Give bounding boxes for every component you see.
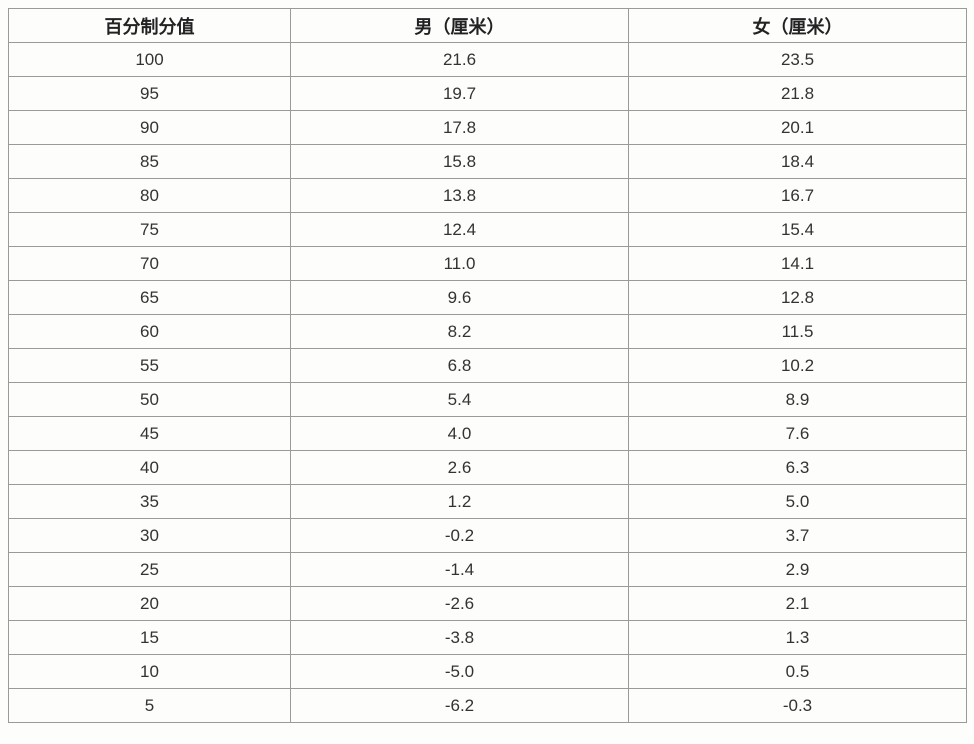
table-cell: 5.4 <box>291 383 629 417</box>
table-cell: 45 <box>9 417 291 451</box>
table-cell: -1.4 <box>291 553 629 587</box>
table-row: 556.810.2 <box>9 349 967 383</box>
table-cell: 55 <box>9 349 291 383</box>
table-row: 20-2.62.1 <box>9 587 967 621</box>
table-cell: 35 <box>9 485 291 519</box>
table-cell: 23.5 <box>629 43 967 77</box>
table-row: 5-6.2-0.3 <box>9 689 967 723</box>
table-row: 7011.014.1 <box>9 247 967 281</box>
table-cell: 20.1 <box>629 111 967 145</box>
table-cell: 2.6 <box>291 451 629 485</box>
table-row: 10-5.00.5 <box>9 655 967 689</box>
table-row: 25-1.42.9 <box>9 553 967 587</box>
table-cell: 70 <box>9 247 291 281</box>
table-cell: 50 <box>9 383 291 417</box>
table-cell: 11.5 <box>629 315 967 349</box>
table-cell: 2.1 <box>629 587 967 621</box>
table-cell: 6.3 <box>629 451 967 485</box>
col-header-percentile: 百分制分值 <box>9 9 291 43</box>
score-table: 百分制分值 男（厘米） 女（厘米） 10021.623.59519.721.89… <box>8 8 967 723</box>
table-cell: 1.2 <box>291 485 629 519</box>
table-row: 351.25.0 <box>9 485 967 519</box>
table-cell: 85 <box>9 145 291 179</box>
table-row: 7512.415.4 <box>9 213 967 247</box>
table-row: 8515.818.4 <box>9 145 967 179</box>
table-cell: 65 <box>9 281 291 315</box>
table-cell: 15 <box>9 621 291 655</box>
table-cell: 13.8 <box>291 179 629 213</box>
table-cell: -0.3 <box>629 689 967 723</box>
table-cell: -5.0 <box>291 655 629 689</box>
table-cell: 12.4 <box>291 213 629 247</box>
table-row: 608.211.5 <box>9 315 967 349</box>
table-header-row: 百分制分值 男（厘米） 女（厘米） <box>9 9 967 43</box>
table-row: 8013.816.7 <box>9 179 967 213</box>
table-cell: -3.8 <box>291 621 629 655</box>
table-cell: 20 <box>9 587 291 621</box>
table-cell: 6.8 <box>291 349 629 383</box>
table-cell: 5.0 <box>629 485 967 519</box>
table-cell: 21.8 <box>629 77 967 111</box>
table-cell: 30 <box>9 519 291 553</box>
table-cell: 18.4 <box>629 145 967 179</box>
table-cell: 10.2 <box>629 349 967 383</box>
table-cell: 40 <box>9 451 291 485</box>
table-cell: 8.2 <box>291 315 629 349</box>
table-row: 10021.623.5 <box>9 43 967 77</box>
table-cell: 11.0 <box>291 247 629 281</box>
table-cell: 10 <box>9 655 291 689</box>
table-row: 9519.721.8 <box>9 77 967 111</box>
table-cell: 75 <box>9 213 291 247</box>
table-cell: 15.8 <box>291 145 629 179</box>
table-cell: 14.1 <box>629 247 967 281</box>
table-cell: 95 <box>9 77 291 111</box>
table-cell: 0.5 <box>629 655 967 689</box>
table-cell: -0.2 <box>291 519 629 553</box>
table-cell: 4.0 <box>291 417 629 451</box>
table-cell: 2.9 <box>629 553 967 587</box>
table-cell: 100 <box>9 43 291 77</box>
table-cell: 60 <box>9 315 291 349</box>
table-row: 402.66.3 <box>9 451 967 485</box>
table-row: 505.48.9 <box>9 383 967 417</box>
table-cell: 15.4 <box>629 213 967 247</box>
table-cell: 80 <box>9 179 291 213</box>
table-cell: 25 <box>9 553 291 587</box>
table-cell: 1.3 <box>629 621 967 655</box>
table-cell: 17.8 <box>291 111 629 145</box>
table-cell: 3.7 <box>629 519 967 553</box>
table-cell: -6.2 <box>291 689 629 723</box>
table-cell: 5 <box>9 689 291 723</box>
table-cell: 12.8 <box>629 281 967 315</box>
col-header-male: 男（厘米） <box>291 9 629 43</box>
table-cell: -2.6 <box>291 587 629 621</box>
table-row: 30-0.23.7 <box>9 519 967 553</box>
table-row: 15-3.81.3 <box>9 621 967 655</box>
table-cell: 8.9 <box>629 383 967 417</box>
table-cell: 16.7 <box>629 179 967 213</box>
table-cell: 9.6 <box>291 281 629 315</box>
table-row: 659.612.8 <box>9 281 967 315</box>
table-row: 454.07.6 <box>9 417 967 451</box>
table-cell: 21.6 <box>291 43 629 77</box>
table-cell: 19.7 <box>291 77 629 111</box>
table-row: 9017.820.1 <box>9 111 967 145</box>
table-cell: 90 <box>9 111 291 145</box>
table-cell: 7.6 <box>629 417 967 451</box>
col-header-female: 女（厘米） <box>629 9 967 43</box>
